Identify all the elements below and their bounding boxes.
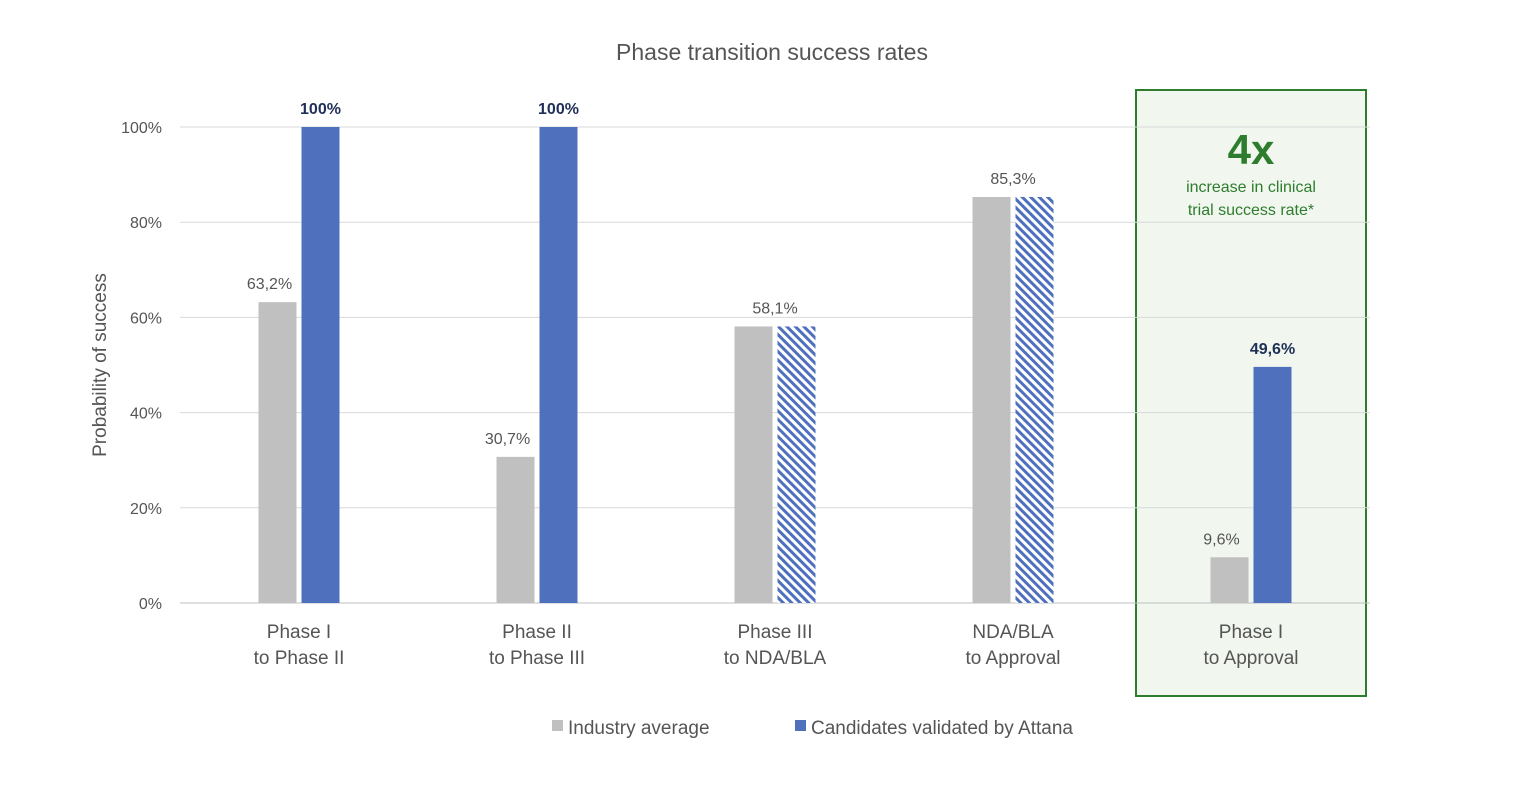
data-label-attana: 100% [538,101,579,118]
bar-industry-average [258,302,297,603]
legend-swatch-attana [795,720,806,731]
y-tick-label: 60% [130,310,162,327]
bar-industry-average [972,196,1011,604]
bar-attana [1253,366,1292,603]
bar-industry-average [496,456,535,603]
x-category-label: to Phase II [254,648,345,669]
y-tick-label: 80% [130,215,162,232]
x-category-label: to Approval [965,648,1060,669]
x-category-label: Phase I [267,622,331,643]
y-axis-label: Probability of success [90,273,111,457]
data-label-attana: 100% [300,101,341,118]
x-category-label: to Approval [1203,648,1298,669]
y-tick-label: 40% [130,406,162,423]
x-category-label: to Phase III [489,648,585,669]
highlight-caption-line: increase in clinical [1186,179,1316,196]
chart-title: Phase transition success rates [616,39,928,65]
bar-industry-average [1210,557,1249,603]
data-label-industry: 30,7% [485,431,530,448]
y-tick-label: 100% [121,120,162,137]
data-label-attana: 49,6% [1250,341,1295,358]
data-label-industry: 58,1% [752,300,797,317]
legend-label-industry: Industry average [568,718,710,739]
highlight-big-text: 4x [1228,126,1275,173]
y-tick-label: 0% [139,596,162,613]
data-label-industry: 63,2% [247,276,292,293]
x-category-label: Phase II [502,622,572,643]
bar-attana-hatched [1015,196,1054,604]
data-label-industry: 9,6% [1203,531,1239,548]
bar-attana-hatched [777,326,816,603]
data-label-industry: 85,3% [990,171,1035,188]
x-category-label: NDA/BLA [972,622,1054,643]
x-category-label: to NDA/BLA [724,648,827,669]
legend-swatch-industry [552,720,563,731]
y-tick-label: 20% [130,501,162,518]
legend-label-attana: Candidates validated by Attana [811,718,1073,739]
bar-industry-average [734,326,773,603]
bar-attana [539,127,578,603]
x-category-label: Phase I [1219,622,1283,643]
bar-attana [301,127,340,603]
highlight-box [1135,89,1367,697]
highlight-caption-line: trial success rate* [1188,202,1314,219]
x-category-label: Phase III [738,622,813,643]
